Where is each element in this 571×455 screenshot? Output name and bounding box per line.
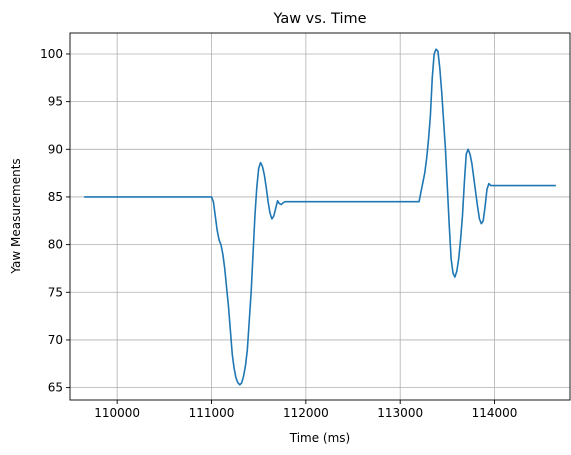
y-axis-label: Yaw Measurements [9, 158, 23, 274]
chart-title: Yaw vs. Time [272, 11, 366, 27]
plot-frame [69, 32, 571, 401]
y-tick-label: 85 [48, 190, 63, 204]
y-tick-label: 100 [40, 47, 63, 61]
x-tick-label: 110000 [94, 406, 140, 420]
grid-lines [70, 33, 570, 400]
x-tick-label: 111000 [189, 406, 235, 420]
ticks: 110000 111000 112000 113000 114000 65 70 75 80 85… [40, 47, 517, 420]
x-tick-label: 114000 [472, 406, 518, 420]
series-layer [84, 48, 556, 386]
x-tick-label: 113000 [377, 406, 423, 420]
y-tick-label: 90 [48, 142, 63, 156]
yaw-series-line [84, 48, 556, 386]
y-tick-label: 70 [48, 333, 63, 347]
y-tick-label: 80 [48, 238, 63, 252]
y-tick-label: 95 [48, 95, 63, 109]
x-axis-label: Time (ms) [289, 431, 351, 445]
x-tick-label: 112000 [283, 406, 329, 420]
y-tick-label: 65 [48, 381, 63, 395]
y-tick-label: 75 [48, 285, 63, 299]
